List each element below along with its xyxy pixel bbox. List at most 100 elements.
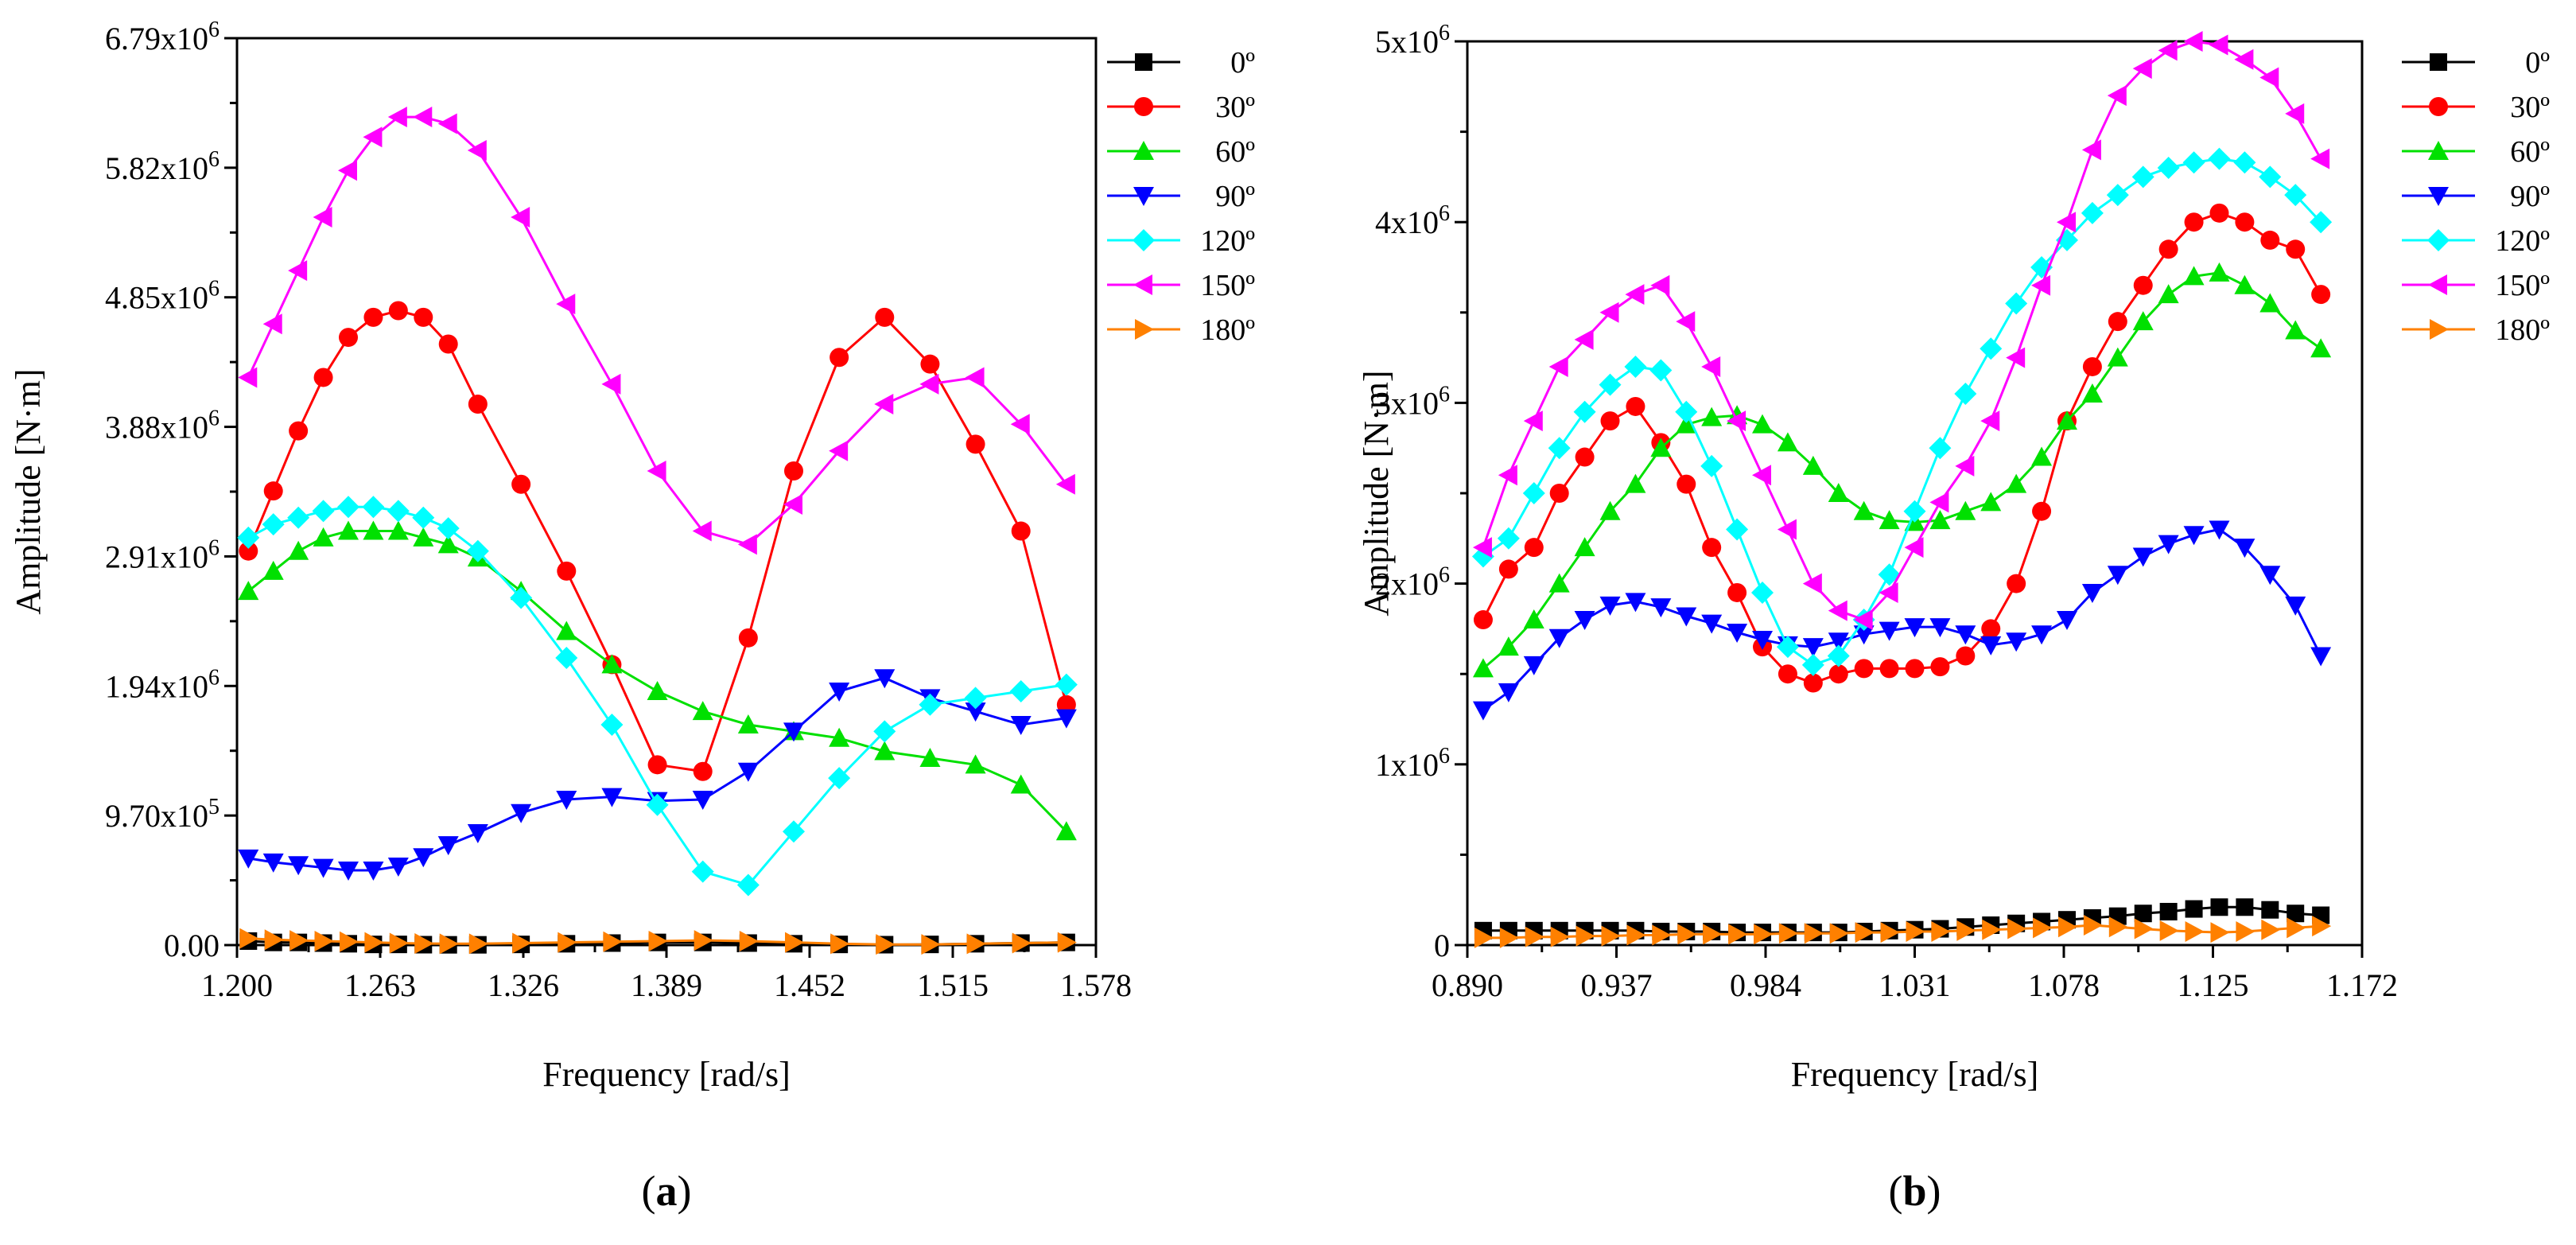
data-point bbox=[2032, 501, 2052, 521]
legend-marker bbox=[1133, 229, 1155, 251]
data-point bbox=[288, 540, 309, 560]
y-tick-label: 5.82x106 bbox=[105, 147, 220, 186]
data-point bbox=[2260, 230, 2280, 250]
data-point bbox=[388, 301, 408, 321]
data-point bbox=[737, 714, 759, 733]
x-tick-label: 1.200 bbox=[201, 967, 273, 1003]
plot-frame bbox=[1466, 40, 2364, 947]
legend-label: 30º bbox=[2510, 91, 2550, 124]
legend-entry: 90º bbox=[2402, 180, 2550, 213]
data-point bbox=[2159, 920, 2179, 941]
data-point bbox=[2236, 920, 2255, 942]
series-line bbox=[1482, 271, 2322, 670]
x-tick-label: 1.452 bbox=[774, 967, 845, 1003]
y-axis-title: Amplitude [N·m] bbox=[1357, 370, 1396, 616]
data-point bbox=[1055, 821, 1077, 841]
data-point bbox=[1055, 473, 1075, 495]
legend-label: 150º bbox=[2495, 269, 2550, 302]
data-point bbox=[2081, 139, 2101, 161]
data-point bbox=[1549, 484, 1569, 503]
legend-marker bbox=[1134, 97, 1153, 116]
data-point bbox=[1880, 922, 1900, 943]
x-tick-label: 1.172 bbox=[2326, 967, 2398, 1003]
data-point bbox=[314, 930, 334, 951]
data-point bbox=[1828, 664, 1848, 684]
data-point bbox=[1828, 600, 1847, 621]
data-point bbox=[1980, 636, 2002, 656]
data-point bbox=[919, 373, 939, 395]
data-point bbox=[2056, 611, 2077, 631]
data-point bbox=[387, 500, 410, 523]
legend-entry: 150º bbox=[2402, 269, 2550, 302]
data-point bbox=[412, 506, 435, 529]
data-point bbox=[2310, 338, 2332, 358]
data-point bbox=[2209, 34, 2228, 56]
x-tick-label: 0.890 bbox=[1432, 967, 1503, 1003]
data-point bbox=[2134, 918, 2154, 940]
data-point bbox=[414, 932, 434, 954]
data-point bbox=[1576, 925, 1595, 947]
data-point bbox=[1905, 659, 1925, 679]
legend-marker bbox=[2429, 97, 2448, 116]
data-point bbox=[1701, 614, 1723, 634]
data-point bbox=[828, 767, 851, 790]
data-point bbox=[1599, 500, 1621, 520]
data-point bbox=[603, 931, 623, 952]
data-point bbox=[1700, 454, 1723, 477]
data-point bbox=[1827, 644, 1850, 667]
data-point bbox=[1955, 625, 1976, 645]
data-point bbox=[1550, 926, 1570, 947]
data-point bbox=[1499, 927, 1519, 948]
data-point bbox=[556, 790, 577, 810]
data-point bbox=[2081, 201, 2104, 224]
data-point bbox=[2106, 184, 2129, 207]
data-point bbox=[2184, 212, 2204, 232]
data-point bbox=[1676, 311, 1696, 333]
data-point bbox=[1601, 925, 1621, 947]
legend-marker bbox=[1135, 319, 1154, 340]
data-point bbox=[511, 474, 531, 494]
data-point bbox=[1853, 609, 1873, 631]
data-point bbox=[784, 461, 803, 480]
data-point bbox=[829, 727, 850, 747]
series-90º bbox=[238, 669, 1077, 881]
legend-label: 90º bbox=[1215, 180, 1255, 213]
data-point bbox=[2310, 647, 2332, 667]
data-point bbox=[362, 496, 385, 519]
data-point bbox=[2183, 266, 2205, 286]
data-point bbox=[1057, 932, 1077, 953]
legend-marker bbox=[2427, 229, 2450, 251]
series-line bbox=[1482, 905, 2322, 934]
data-point bbox=[647, 681, 668, 701]
data-point bbox=[694, 930, 713, 951]
data-point bbox=[413, 107, 433, 128]
data-point bbox=[238, 581, 259, 601]
data-point bbox=[1010, 774, 1032, 794]
data-point bbox=[920, 354, 940, 374]
data-point bbox=[1726, 518, 1749, 541]
data-point bbox=[2286, 239, 2306, 259]
data-point bbox=[2208, 147, 2231, 170]
data-point bbox=[2234, 539, 2255, 558]
data-point bbox=[1727, 410, 1746, 432]
data-point bbox=[1011, 521, 1031, 541]
data-point bbox=[1474, 927, 1494, 948]
data-point bbox=[264, 929, 284, 951]
data-point bbox=[829, 440, 849, 461]
legend-marker bbox=[2430, 319, 2449, 340]
data-point bbox=[1955, 500, 1976, 520]
data-point bbox=[2285, 596, 2306, 616]
data-point bbox=[2006, 347, 2026, 368]
series-120º bbox=[237, 496, 1078, 897]
data-point bbox=[1650, 598, 1672, 618]
data-point bbox=[556, 621, 577, 640]
data-point bbox=[2261, 901, 2279, 919]
data-point bbox=[340, 931, 359, 952]
data-point bbox=[439, 933, 459, 955]
data-point bbox=[1523, 410, 1543, 432]
data-point bbox=[2285, 320, 2306, 340]
data-point bbox=[2312, 916, 2332, 937]
x-axis-title: Frequency [rad/s] bbox=[542, 1055, 791, 1094]
series-60º bbox=[1472, 262, 2332, 678]
series-line bbox=[1482, 40, 2322, 621]
